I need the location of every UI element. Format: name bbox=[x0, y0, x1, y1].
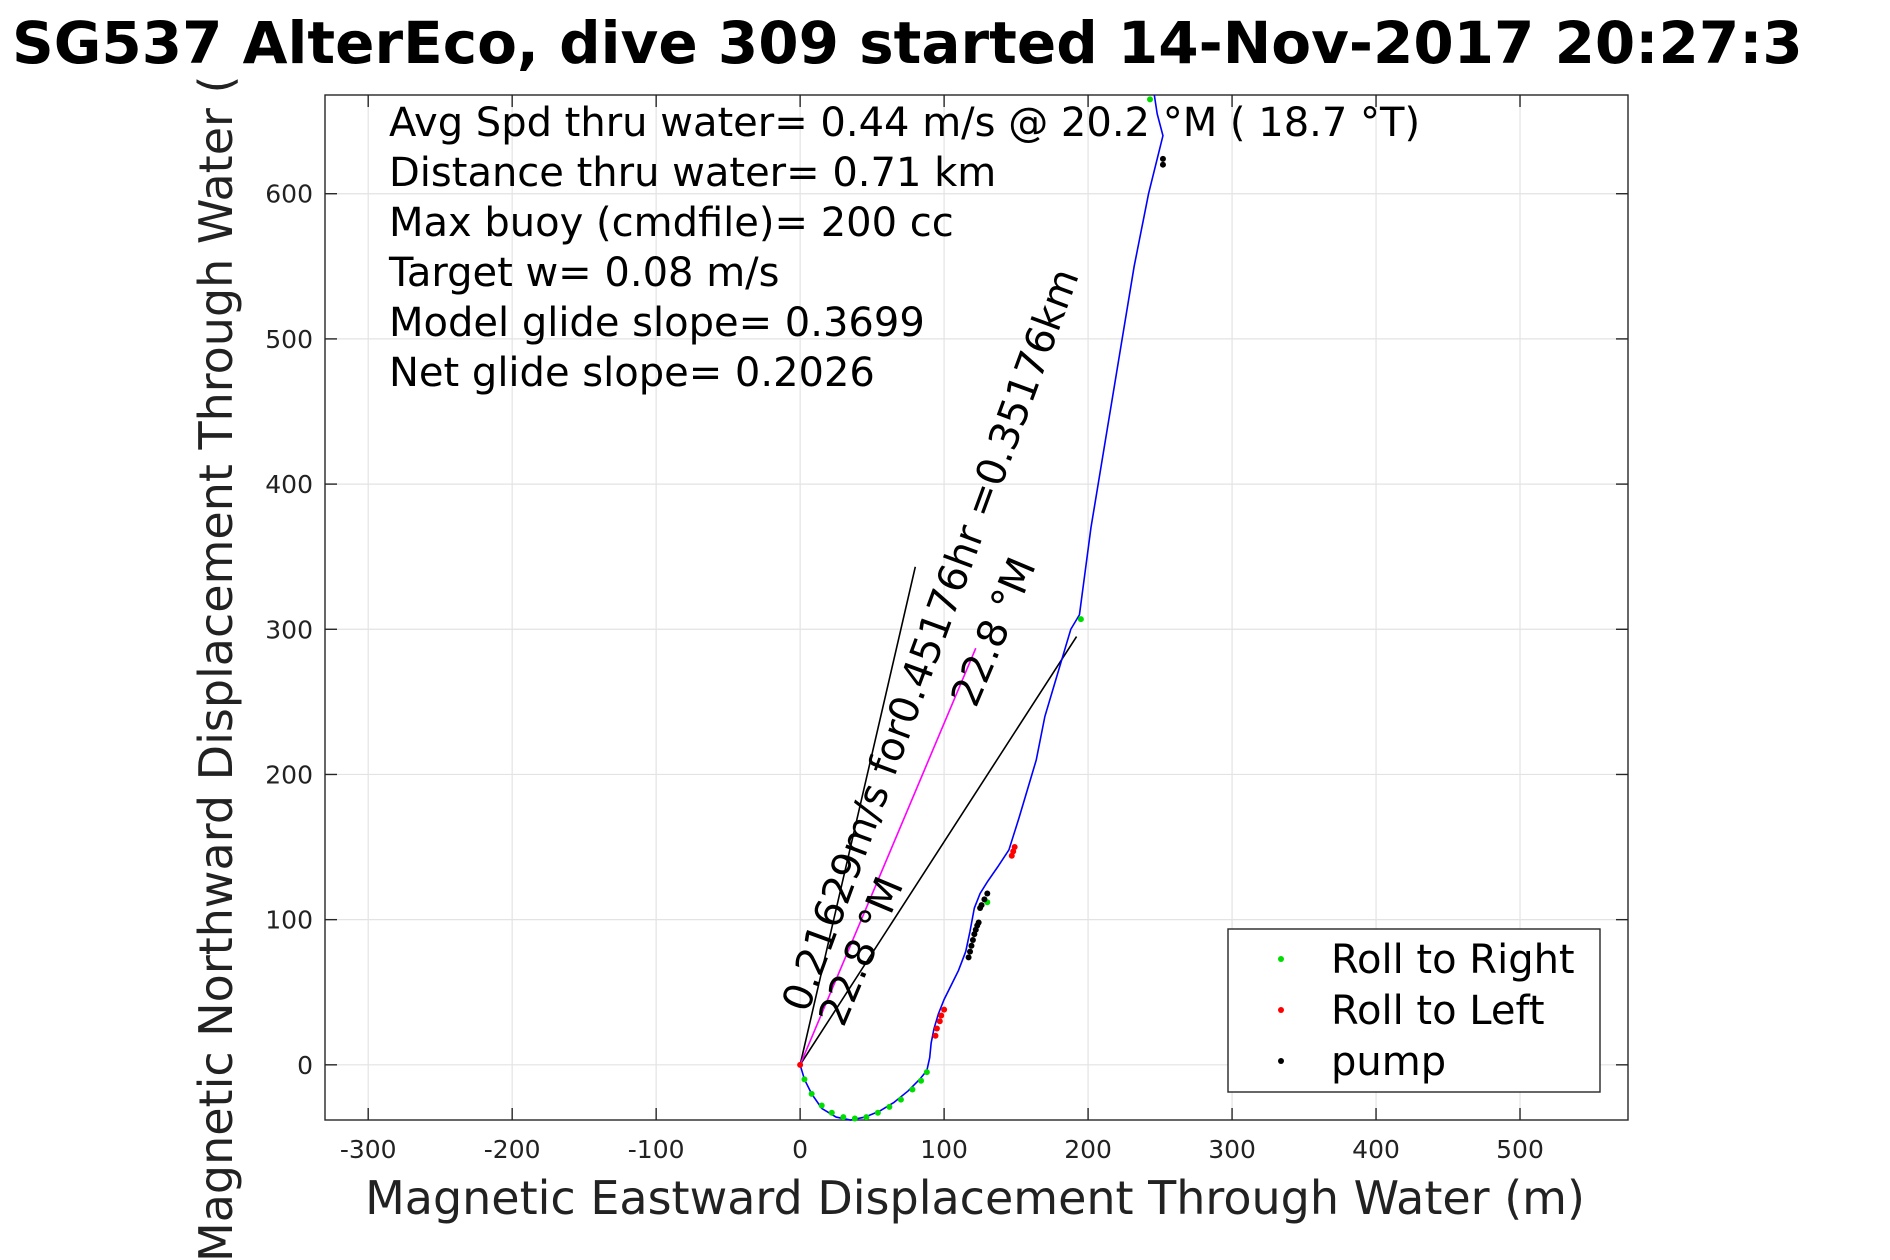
marker-roll-right bbox=[851, 1115, 858, 1122]
x-ticks: -300 -200 -100 0 100 200 300 400 500 bbox=[340, 95, 1544, 1164]
marker-pump bbox=[968, 942, 975, 949]
marker-roll-right bbox=[828, 1109, 835, 1116]
page-title: SG537 AlterEco, dive 309 started 14-Nov-… bbox=[12, 9, 1803, 77]
y-tick-label: 300 bbox=[265, 615, 313, 644]
legend-item-label: pump bbox=[1331, 1039, 1446, 1085]
x-tick-label: 200 bbox=[1064, 1135, 1112, 1164]
marker-pump bbox=[975, 919, 982, 926]
marker-roll-left bbox=[932, 1032, 939, 1039]
marker-layer bbox=[797, 96, 1166, 1122]
marker-roll-left bbox=[941, 1006, 948, 1013]
marker-roll-left bbox=[797, 1061, 804, 1068]
y-tick-label: 500 bbox=[265, 325, 313, 354]
reference-line bbox=[799, 566, 917, 1066]
legend: Roll to Right Roll to Left pump bbox=[1227, 928, 1601, 1093]
marker-roll-right bbox=[909, 1086, 916, 1093]
x-tick-label: 500 bbox=[1496, 1135, 1544, 1164]
series-line-track bbox=[799, 94, 1164, 1121]
series-layer bbox=[799, 94, 1164, 1121]
marker-pump bbox=[1159, 161, 1166, 168]
x-axis-label: Magnetic Eastward Displacement Through W… bbox=[365, 1171, 1585, 1225]
legend-marker bbox=[1278, 956, 1284, 962]
stat-line: Net glide slope= 0.2026 bbox=[389, 350, 875, 396]
stat-line: Distance thru water= 0.71 km bbox=[389, 150, 996, 196]
y-axis-label: Magnetic Northward Displacement Through … bbox=[189, 76, 243, 1260]
marker-roll-right bbox=[818, 1102, 825, 1109]
marker-pump bbox=[984, 890, 991, 897]
plot-frame bbox=[324, 94, 1629, 1121]
marker-pump bbox=[981, 896, 988, 903]
y-ticks: 0 100 200 300 400 500 600 bbox=[265, 180, 1628, 1080]
stats-block: Avg Spd thru water= 0.44 m/s @ 20.2 °M (… bbox=[388, 100, 1420, 396]
marker-roll-left bbox=[936, 1018, 943, 1025]
legend-marker bbox=[1278, 1058, 1284, 1064]
marker-roll-right bbox=[1077, 616, 1084, 623]
stat-line: Max buoy (cmdfile)= 200 cc bbox=[389, 200, 954, 246]
axes-frame bbox=[324, 94, 1629, 1121]
y-tick-label: 600 bbox=[265, 180, 313, 209]
marker-roll-right bbox=[808, 1090, 815, 1097]
marker-roll-right bbox=[874, 1109, 881, 1116]
marker-roll-right bbox=[801, 1076, 808, 1083]
x-tick-label: -300 bbox=[340, 1135, 397, 1164]
legend-box bbox=[1227, 928, 1601, 1093]
legend-item-label: Roll to Left bbox=[1331, 988, 1545, 1034]
stat-line: Target w= 0.08 m/s bbox=[388, 250, 779, 296]
marker-pump bbox=[967, 948, 974, 955]
x-tick-label: 100 bbox=[920, 1135, 968, 1164]
y-tick-label: 100 bbox=[265, 906, 313, 935]
marker-roll-left bbox=[1011, 844, 1018, 851]
marker-roll-right bbox=[1146, 96, 1153, 103]
x-tick-label: 300 bbox=[1208, 1135, 1256, 1164]
marker-roll-left bbox=[938, 1012, 945, 1019]
marker-roll-right bbox=[897, 1096, 904, 1103]
x-tick-label: 0 bbox=[792, 1135, 808, 1164]
y-tick-label: 400 bbox=[265, 470, 313, 499]
x-tick-label: -200 bbox=[484, 1135, 541, 1164]
stat-line: Model glide slope= 0.3699 bbox=[389, 300, 925, 346]
marker-pump bbox=[1159, 155, 1166, 162]
marker-roll-right bbox=[923, 1069, 930, 1076]
legend-item-label: Roll to Right bbox=[1331, 937, 1575, 983]
stat-line: Avg Spd thru water= 0.44 m/s @ 20.2 °M (… bbox=[389, 100, 1420, 146]
reference-line bbox=[799, 636, 1078, 1066]
y-tick-label: 0 bbox=[297, 1051, 313, 1080]
marker-roll-right bbox=[918, 1077, 925, 1084]
y-tick-label: 200 bbox=[265, 760, 313, 789]
marker-roll-right bbox=[886, 1103, 893, 1110]
marker-pump bbox=[969, 936, 976, 943]
reference-lines bbox=[799, 566, 1078, 1066]
marker-roll-left bbox=[933, 1025, 940, 1032]
x-tick-label: 400 bbox=[1352, 1135, 1400, 1164]
legend-marker bbox=[1278, 1007, 1284, 1013]
marker-roll-right bbox=[840, 1114, 847, 1121]
marker-roll-right bbox=[863, 1114, 870, 1121]
marker-pump bbox=[965, 954, 972, 961]
reference-line bbox=[799, 647, 977, 1066]
marker-pump bbox=[978, 902, 985, 909]
x-tick-label: -100 bbox=[628, 1135, 685, 1164]
